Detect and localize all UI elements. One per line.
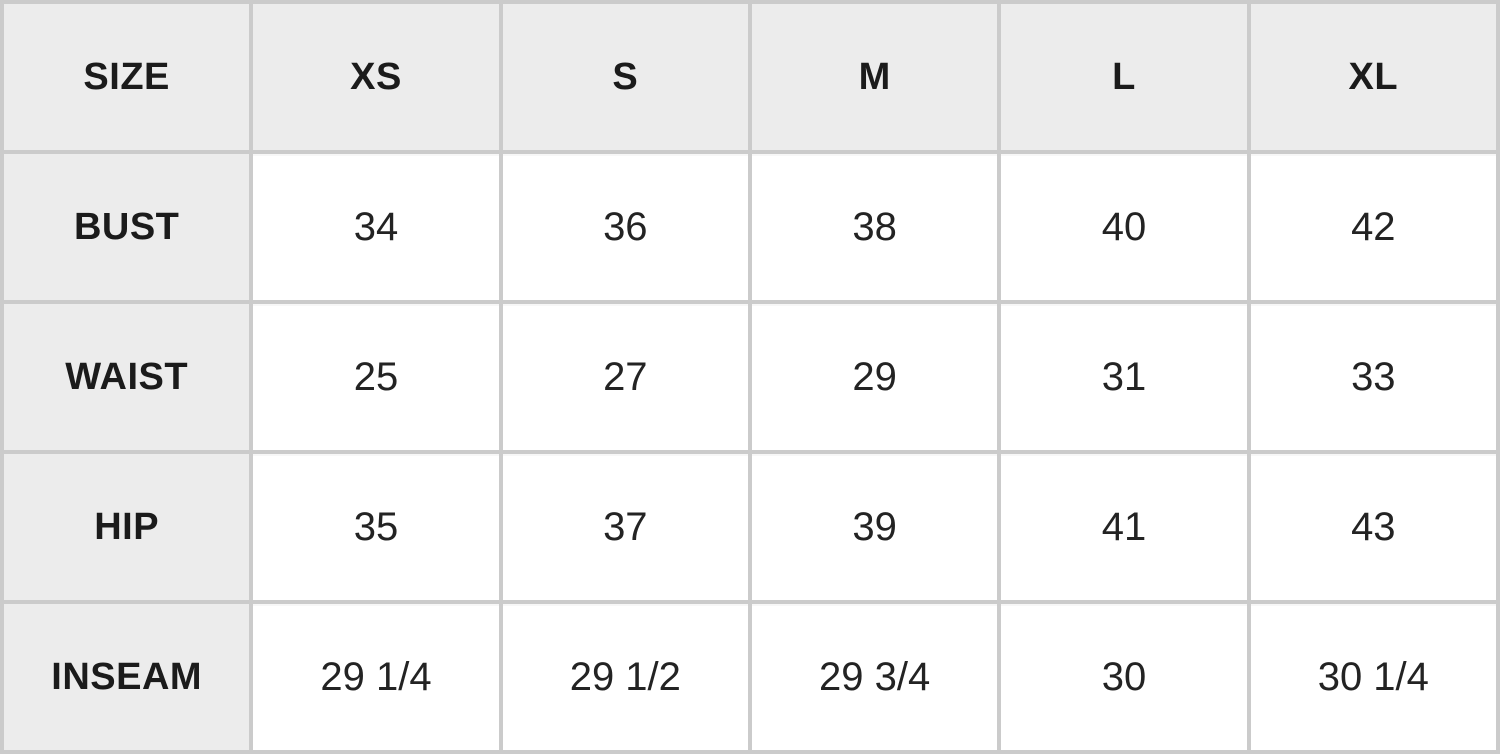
- header-cell-xs: XS: [249, 0, 503, 154]
- cell-hip-m: 39: [747, 450, 1002, 604]
- header-cell-l: L: [997, 0, 1251, 154]
- cell-bust-s: 36: [498, 150, 752, 304]
- row-label-bust: BUST: [0, 150, 254, 304]
- header-cell-xl: XL: [1246, 0, 1500, 154]
- cell-bust-xs: 34: [249, 150, 503, 304]
- cell-bust-l: 40: [997, 150, 1251, 304]
- cell-bust-xl: 42: [1246, 150, 1500, 304]
- cell-waist-xs: 25: [249, 300, 503, 454]
- row-label-waist: WAIST: [0, 300, 254, 454]
- cell-hip-xl: 43: [1246, 450, 1500, 604]
- cell-hip-xs: 35: [249, 450, 503, 604]
- cell-waist-xl: 33: [1246, 300, 1500, 454]
- header-cell-size: SIZE: [0, 0, 254, 154]
- cell-inseam-xs: 29 1/4: [249, 600, 503, 754]
- cell-waist-s: 27: [498, 300, 752, 454]
- row-label-hip: HIP: [0, 450, 254, 604]
- header-cell-s: S: [498, 0, 752, 154]
- table-row-bust: BUST 34 36 38 40 42: [0, 150, 1500, 304]
- table-row-hip: HIP 35 37 39 41 43: [0, 450, 1500, 604]
- cell-inseam-xl: 30 1/4: [1246, 600, 1500, 754]
- header-row: SIZE XS S M L XL: [0, 0, 1500, 154]
- cell-hip-l: 41: [997, 450, 1251, 604]
- cell-waist-m: 29: [747, 300, 1002, 454]
- cell-waist-l: 31: [997, 300, 1251, 454]
- table-row-waist: WAIST 25 27 29 31 33: [0, 300, 1500, 454]
- table-row-inseam: INSEAM 29 1/4 29 1/2 29 3/4 30 30 1/4: [0, 600, 1500, 754]
- cell-inseam-l: 30: [997, 600, 1251, 754]
- cell-hip-s: 37: [498, 450, 752, 604]
- row-label-inseam: INSEAM: [0, 600, 254, 754]
- cell-inseam-m: 29 3/4: [747, 600, 1002, 754]
- cell-bust-m: 38: [747, 150, 1002, 304]
- header-cell-m: M: [747, 0, 1002, 154]
- cell-inseam-s: 29 1/2: [498, 600, 752, 754]
